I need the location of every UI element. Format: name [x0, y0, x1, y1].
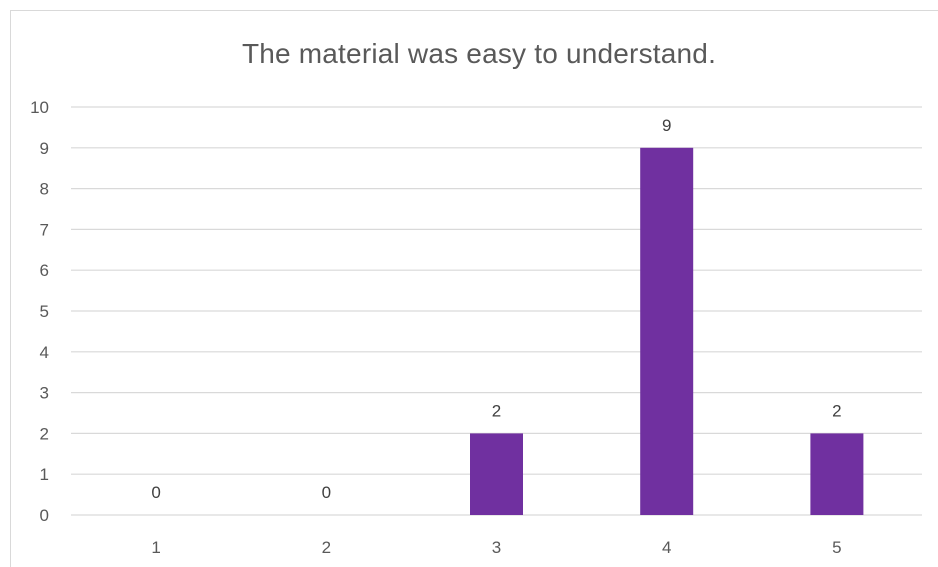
data-label-2: 0	[322, 483, 331, 502]
data-label-1: 0	[151, 483, 160, 502]
bar-5	[810, 433, 864, 515]
y-tick-label: 5	[40, 302, 49, 321]
data-label-5: 2	[832, 401, 841, 420]
x-tick-label-5: 5	[832, 538, 841, 557]
x-tick-label-2: 2	[322, 538, 331, 557]
x-tick-label-4: 4	[662, 538, 671, 557]
data-labels: 0 0 2 9 2	[151, 116, 841, 502]
chart-title: The material was easy to understand.	[241, 38, 717, 69]
y-tick-label: 9	[40, 139, 49, 158]
y-tick-label: 10	[30, 98, 49, 117]
x-axis-ticks: 1 2 3 4 5	[151, 538, 841, 557]
y-tick-label: 3	[40, 384, 49, 403]
bar-4	[640, 147, 694, 516]
x-tick-label-1: 1	[151, 538, 160, 557]
data-label-3: 2	[492, 401, 501, 420]
x-tick-label-3: 3	[492, 538, 501, 557]
y-tick-label: 8	[40, 180, 49, 199]
y-tick-label: 0	[40, 506, 49, 525]
bars	[470, 147, 864, 516]
y-tick-label: 1	[40, 465, 49, 484]
data-label-4: 9	[662, 116, 671, 135]
y-tick-label: 4	[40, 343, 49, 362]
y-tick-label: 2	[40, 424, 49, 443]
gridlines	[71, 106, 922, 516]
bar-3	[470, 433, 523, 515]
y-axis-ticks: 0 1 2 3 4 5 6 7 8 9 10	[30, 98, 49, 525]
y-tick-label: 7	[40, 220, 49, 239]
y-tick-label: 6	[40, 261, 49, 280]
